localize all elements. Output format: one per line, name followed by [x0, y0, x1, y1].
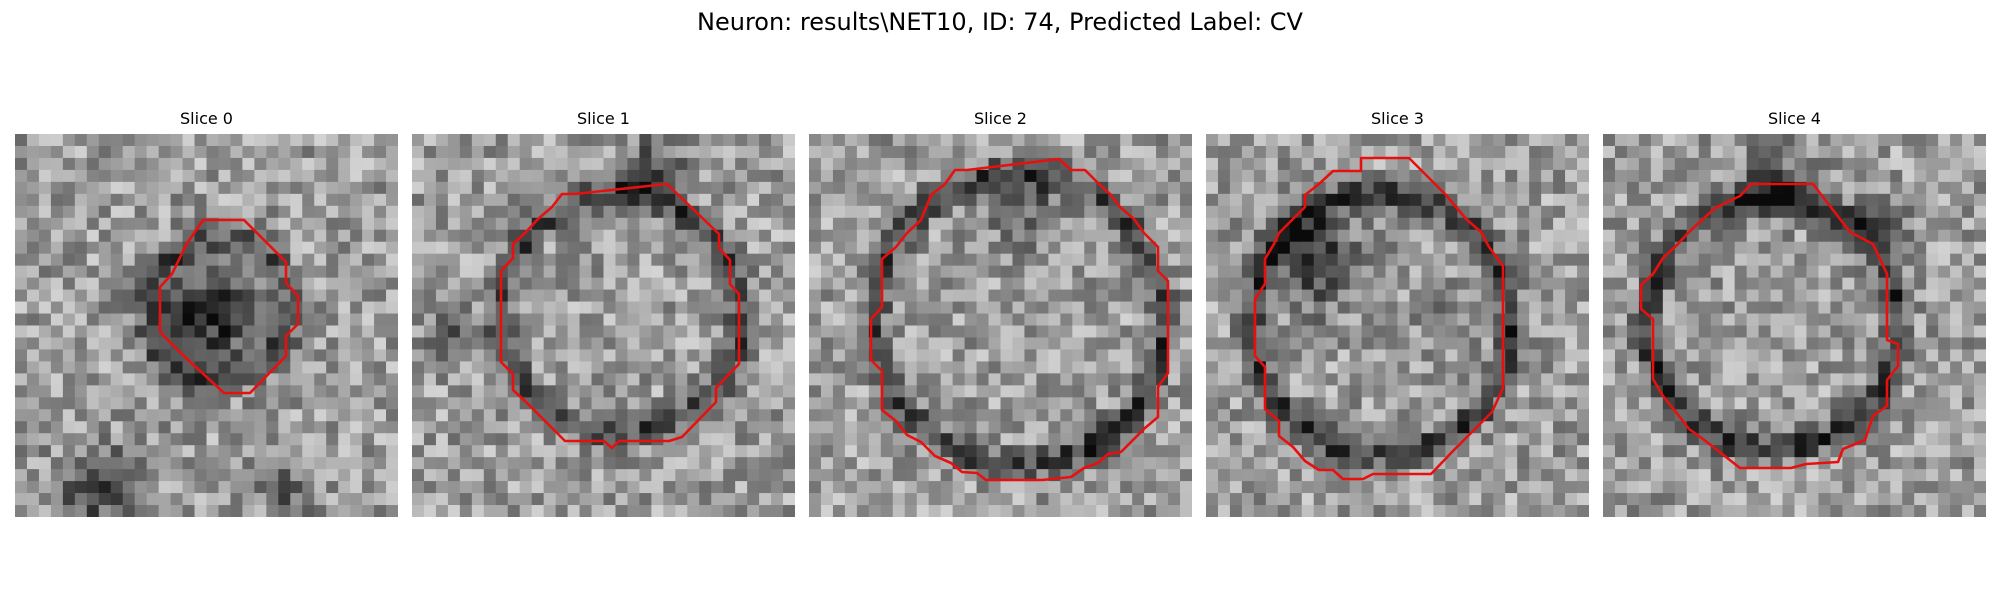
slice-1-title: Slice 1 — [577, 109, 630, 128]
slice-4-pixels — [1603, 134, 1986, 517]
slice-3-image — [1206, 134, 1589, 517]
slice-2-pixels — [809, 134, 1192, 517]
slice-3-pixels — [1206, 134, 1589, 517]
slice-4-image — [1603, 134, 1986, 517]
slice-4-panel — [1603, 134, 1986, 517]
slice-3-contour — [1253, 156, 1505, 481]
slice-2-contour — [869, 157, 1170, 482]
slice-0-title: Slice 0 — [180, 109, 233, 128]
slice-2-panel — [809, 134, 1192, 517]
slice-0-contour — [158, 218, 300, 395]
slice-1-image — [412, 134, 795, 517]
slice-1-panel — [412, 134, 795, 517]
slice-4-contour — [1639, 182, 1900, 470]
slice-3-title: Slice 3 — [1371, 109, 1424, 128]
slice-2-image — [809, 134, 1192, 517]
slice-0-pixels — [15, 134, 398, 517]
slice-3-panel — [1206, 134, 1589, 517]
slice-0-panel — [15, 134, 398, 517]
slice-2-title: Slice 2 — [974, 109, 1027, 128]
slice-1-pixels — [412, 134, 795, 517]
slice-4-title: Slice 4 — [1768, 109, 1821, 128]
slice-0-image — [15, 134, 398, 517]
slice-1-contour — [499, 182, 741, 450]
figure-title: Neuron: results\NET10, ID: 74, Predicted… — [697, 8, 1303, 36]
